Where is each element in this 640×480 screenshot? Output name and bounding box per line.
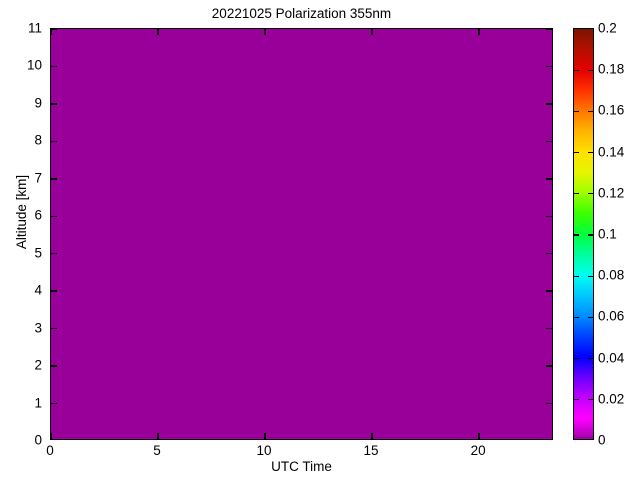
- y-tick-label: 0: [34, 432, 42, 448]
- y-axis-tick: [546, 65, 552, 68]
- x-axis-tick: [264, 29, 266, 35]
- colorbar-tick: [588, 234, 593, 236]
- y-axis-tick: [51, 65, 57, 68]
- x-axis-tick: [51, 433, 52, 439]
- x-axis-tick: [157, 433, 159, 439]
- y-axis-tick: [546, 103, 552, 105]
- colorbar-tick-label: 0.06: [598, 308, 625, 324]
- y-axis-tick: [546, 178, 552, 180]
- colorbar-tick-label: 0.18: [598, 61, 625, 77]
- x-axis-tick: [371, 29, 373, 35]
- y-tick-label: 7: [34, 170, 42, 186]
- x-tick-label: 0: [46, 443, 54, 458]
- colorbar-gradient: [574, 29, 593, 439]
- colorbar-tick: [574, 234, 579, 236]
- x-tick-label: 10: [256, 443, 272, 458]
- y-tick-label: 6: [34, 207, 42, 223]
- colorbar[interactable]: [573, 28, 594, 440]
- y-axis-tick: [51, 103, 57, 105]
- y-tick-label: 2: [34, 357, 42, 373]
- y-axis-tick: [546, 253, 552, 255]
- y-axis-tick: [546, 140, 552, 143]
- y-axis-tick: [51, 365, 57, 367]
- x-axis-tick: [51, 29, 52, 35]
- colorbar-tick-label: 0.08: [598, 267, 625, 283]
- colorbar-tick: [588, 316, 593, 319]
- colorbar-tick: [574, 357, 579, 360]
- y-axis-tick: [546, 215, 552, 217]
- x-axis-tick: [157, 29, 159, 35]
- y-axis-tick: [51, 140, 57, 143]
- y-axis-tick: [546, 365, 552, 367]
- heatmap-axes[interactable]: [50, 28, 553, 440]
- y-tick-label: 9: [34, 95, 42, 111]
- colorbar-tick-label: 0.1: [598, 226, 617, 242]
- y-axis-tick: [51, 215, 57, 217]
- colorbar-tick: [574, 110, 579, 113]
- y-axis-tick: [546, 402, 552, 405]
- x-tick-label: 20: [470, 443, 486, 458]
- colorbar-tick: [574, 316, 579, 319]
- x-axis-tick: [478, 433, 480, 439]
- y-tick-label: 10: [26, 57, 42, 73]
- y-axis-tick: [546, 327, 552, 330]
- colorbar-tick-label: 0.14: [598, 144, 625, 160]
- colorbar-tick-label: 0.04: [598, 350, 625, 366]
- colorbar-tick-label: 0.16: [598, 102, 625, 118]
- y-axis-tick: [546, 29, 552, 30]
- y-tick-label: 4: [34, 282, 42, 298]
- colorbar-tick: [574, 399, 579, 401]
- colorbar-tick-label: 0.02: [598, 391, 625, 407]
- y-tick-label: 8: [34, 132, 42, 148]
- y-tick-label-layer: 0 1 2 3 4 5 6 7 8 9 10 11: [0, 0, 46, 480]
- colorbar-tick: [574, 69, 579, 71]
- x-axis-label: UTC Time: [271, 459, 332, 474]
- colorbar-tick: [588, 275, 593, 277]
- colorbar-tick: [588, 193, 593, 195]
- colorbar-tick-label: 0: [598, 432, 606, 448]
- x-axis-tick: [478, 29, 480, 35]
- colorbar-tick-label: 0.12: [598, 185, 625, 201]
- y-tick-label: 1: [34, 395, 42, 411]
- y-axis-tick: [51, 290, 57, 292]
- x-axis-tick: [371, 433, 373, 439]
- colorbar-tick: [574, 151, 579, 154]
- y-axis-tick: [51, 327, 57, 330]
- colorbar-tick-label: 0.2: [598, 20, 617, 36]
- colorbar-tick: [588, 69, 593, 71]
- colorbar-tick: [574, 275, 579, 277]
- colorbar-tick-label-layer: 0 0.02 0.04 0.06 0.08 0.1 0.12 0.14 0.16 0.18 0.2: [598, 0, 640, 480]
- page-title: 20221025 Polarization 355nm: [211, 6, 392, 21]
- y-axis-tick: [546, 290, 552, 292]
- y-tick-label: 3: [34, 320, 42, 336]
- y-axis-tick: [51, 29, 57, 30]
- x-axis-tick: [264, 433, 266, 439]
- colorbar-tick: [588, 151, 593, 154]
- x-tick-label: 15: [363, 443, 379, 458]
- colorbar-tick: [588, 399, 593, 401]
- colorbar-tick: [574, 193, 579, 195]
- y-axis-tick: [51, 253, 57, 255]
- y-axis-tick: [51, 178, 57, 180]
- y-axis-tick: [51, 402, 57, 405]
- y-tick-label: 5: [34, 245, 42, 261]
- colorbar-tick: [588, 357, 593, 360]
- heatmap-surface: [51, 29, 552, 439]
- y-axis-label: Altitude [km]: [14, 174, 29, 250]
- colorbar-tick: [588, 110, 593, 113]
- y-tick-label: 11: [27, 20, 42, 36]
- x-tick-label: 5: [153, 443, 161, 458]
